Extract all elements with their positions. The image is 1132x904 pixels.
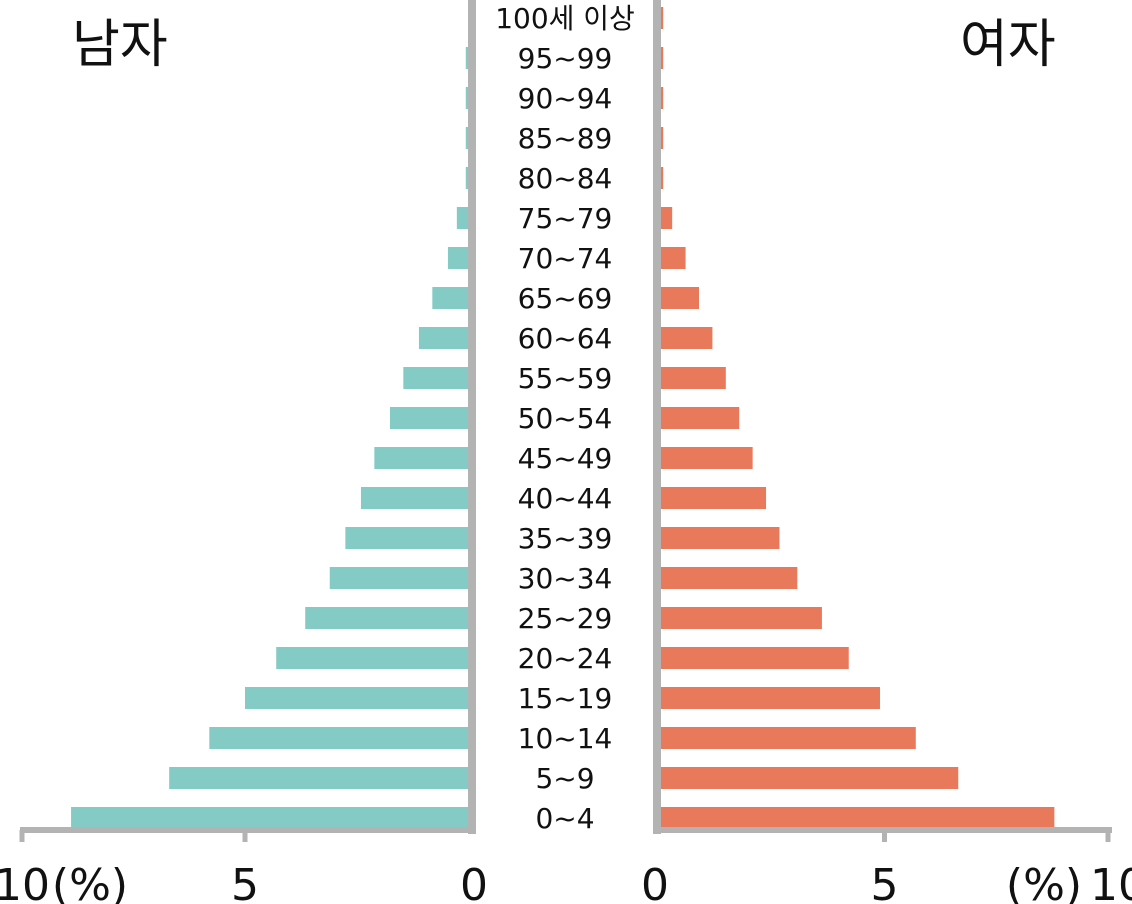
male-label: 남자 xyxy=(72,15,168,75)
male-bar xyxy=(360,487,468,509)
male-x-tick-label: 10 xyxy=(0,860,50,904)
age-group-label: 55~59 xyxy=(518,362,613,395)
age-group-label: 10~14 xyxy=(518,722,613,755)
female-bar xyxy=(661,327,713,349)
female-bar xyxy=(661,607,822,629)
male-bar xyxy=(169,767,468,789)
female-bar xyxy=(661,207,673,229)
female-bar xyxy=(661,687,881,709)
female-x-tick-label: 5 xyxy=(871,860,899,904)
female-bar xyxy=(661,47,664,69)
male-bar xyxy=(456,207,468,229)
female-bar xyxy=(661,487,767,509)
female-x-tick-label: 0 xyxy=(641,860,669,904)
age-group-label: 75~79 xyxy=(518,202,613,235)
female-bar xyxy=(661,407,740,429)
male-bar xyxy=(71,807,468,829)
female-bar xyxy=(661,727,916,749)
age-group-label: 30~34 xyxy=(518,562,613,595)
male-bar xyxy=(465,47,468,69)
male-bar xyxy=(374,447,468,469)
male-bar xyxy=(305,607,468,629)
male-bar xyxy=(447,247,468,269)
male-bar xyxy=(209,727,468,749)
female-bar xyxy=(661,287,699,309)
female-bar xyxy=(661,767,959,789)
male-unit-label: (%) xyxy=(52,860,128,904)
female-bar xyxy=(661,447,753,469)
male-x-tick-label: 0 xyxy=(460,860,488,904)
age-group-label: 70~74 xyxy=(518,242,613,275)
age-group-label: 100세 이상 xyxy=(495,2,635,35)
female-bar xyxy=(661,127,664,149)
female-bar xyxy=(661,87,664,109)
male-bar xyxy=(432,287,468,309)
female-bar xyxy=(661,647,849,669)
male-x-tick-label: 5 xyxy=(231,860,259,904)
age-group-label: 85~89 xyxy=(518,122,613,155)
male-bar xyxy=(276,647,468,669)
male-bar xyxy=(389,407,468,429)
male-bar xyxy=(329,567,468,589)
female-label: 여자 xyxy=(960,15,1056,75)
age-group-label: 15~19 xyxy=(518,682,613,715)
female-x-tick-label: 10 xyxy=(1090,860,1132,904)
female-bar xyxy=(661,167,664,189)
age-group-label: 45~49 xyxy=(518,442,613,475)
age-group-label: 80~84 xyxy=(518,162,613,195)
age-group-label: 50~54 xyxy=(518,402,613,435)
female-bar xyxy=(661,527,780,549)
age-group-label: 40~44 xyxy=(518,482,613,515)
male-bar xyxy=(245,687,468,709)
age-group-label: 90~94 xyxy=(518,82,613,115)
male-bar xyxy=(403,367,468,389)
male-bar xyxy=(465,167,468,189)
female-bar xyxy=(661,567,798,589)
age-group-label: 95~99 xyxy=(518,42,613,75)
age-group-label: 60~64 xyxy=(518,322,613,355)
age-group-label: 20~24 xyxy=(518,642,613,675)
female-bar xyxy=(661,7,664,29)
male-bar xyxy=(465,127,468,149)
female-unit-label: (%) xyxy=(1006,860,1082,904)
female-bar xyxy=(661,247,686,269)
male-bar xyxy=(345,527,468,549)
female-bar xyxy=(661,367,726,389)
age-group-label: 25~29 xyxy=(518,602,613,635)
age-group-label: 5~9 xyxy=(535,762,594,795)
female-bar xyxy=(661,807,1055,829)
age-group-label: 65~69 xyxy=(518,282,613,315)
male-bar xyxy=(465,87,468,109)
age-group-label: 0~4 xyxy=(535,802,594,835)
male-bar xyxy=(418,327,468,349)
age-group-label: 35~39 xyxy=(518,522,613,555)
